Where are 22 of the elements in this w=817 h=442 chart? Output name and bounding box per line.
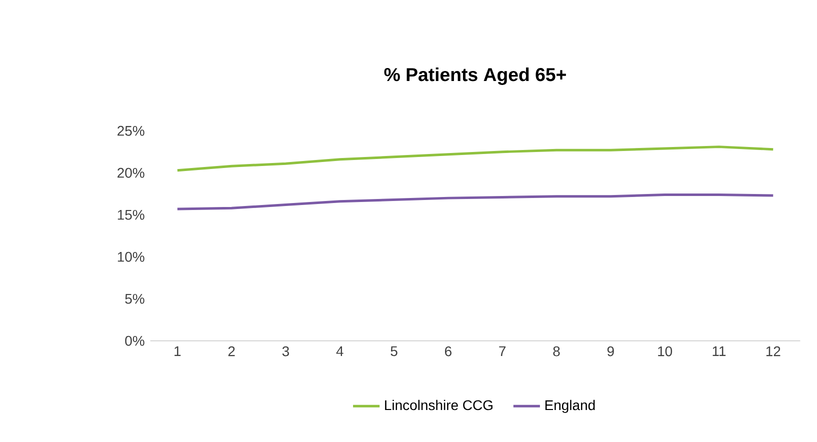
x-tick-label: 5 (390, 346, 398, 356)
legend-label: Lincolnshire CCG (385, 400, 492, 410)
x-tick-label: 3 (282, 346, 289, 356)
x-tick-label: 11 (712, 346, 726, 356)
y-tick-label: 10% (118, 252, 144, 262)
chart-title: % Patients Aged 65+ (384, 67, 566, 85)
legend-label: England (545, 400, 595, 413)
x-tick-label: 7 (499, 346, 506, 356)
line-series (176, 146, 774, 172)
x-tick-label: 1 (174, 346, 181, 356)
x-tick-label: 6 (445, 346, 452, 356)
y-tick-label: 15% (118, 210, 144, 220)
x-tick-label: 9 (607, 346, 614, 356)
x-tick-label: 2 (228, 346, 235, 356)
x-tick-label: 4 (336, 346, 344, 356)
y-tick-label: 25% (118, 126, 144, 136)
y-tick-label: 20% (118, 168, 144, 178)
y-tick-label: 0% (125, 336, 144, 346)
x-tick-label: 12 (766, 346, 780, 356)
y-tick-label: 5% (125, 294, 144, 304)
x-tick-label: 8 (553, 346, 560, 356)
x-tick-label: 10 (658, 346, 672, 356)
